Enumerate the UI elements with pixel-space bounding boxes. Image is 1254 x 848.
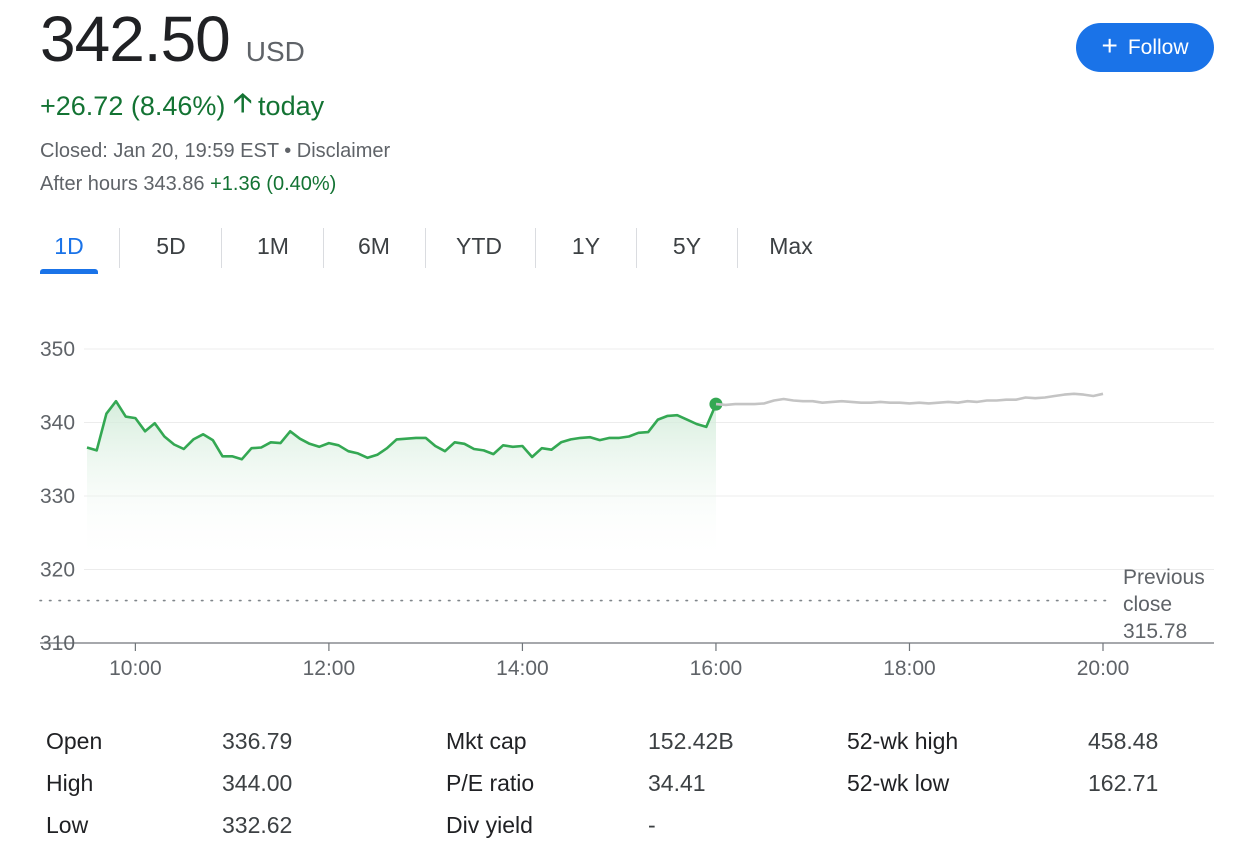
x-tick-label: 16:00	[690, 657, 743, 680]
stat-value: 152.42B	[648, 728, 734, 754]
tab-divider	[221, 228, 222, 268]
tab-5d[interactable]: 5D	[140, 224, 202, 268]
tab-label: 1Y	[571, 232, 601, 259]
last-close-point	[709, 397, 723, 411]
stat-label: Low	[46, 812, 89, 838]
stat-value: 332.62	[222, 812, 293, 838]
y-tick-label: 320	[40, 559, 75, 582]
change-period: today	[258, 90, 325, 121]
tab-divider	[323, 228, 324, 268]
y-tick-label: 340	[40, 412, 75, 435]
follow-button[interactable]: + Follow	[1076, 23, 1214, 72]
change-value: +26.72 (8.46%)	[40, 90, 226, 121]
chart-lines	[86, 392, 1104, 461]
stat-label: P/E ratio	[446, 770, 535, 796]
previous-close-label: Previous	[1123, 566, 1205, 589]
follow-label: Follow	[1127, 35, 1189, 59]
tab-label: 1D	[54, 232, 84, 259]
closed-text: Closed: Jan 20, 19:59 EST	[40, 140, 279, 162]
market-status: Closed: Jan 20, 19:59 EST • Disclaimer	[40, 140, 390, 163]
after-hours-info: After hours 343.86 +1.36 (0.40%)	[40, 173, 336, 196]
tab-1y[interactable]: 1Y	[555, 224, 617, 268]
tab-1d[interactable]: 1D	[40, 224, 98, 274]
x-tick-label: 20:00	[1077, 657, 1130, 680]
tab-divider	[737, 228, 738, 268]
x-tick-label: 18:00	[883, 657, 936, 680]
stat-label: 52-wk high	[847, 728, 959, 754]
after-hours-price: After hours 343.86	[40, 173, 205, 195]
y-tick-label: 350	[40, 338, 75, 361]
range-tabs: 1D 5D 1M 6M YTD 1Y 5Y Max	[40, 224, 813, 274]
tab-1m[interactable]: 1M	[242, 224, 304, 268]
stat-value: 34.41	[648, 770, 706, 796]
previous-close-label: close	[1123, 593, 1172, 616]
tab-label: 5D	[156, 232, 186, 259]
tab-label: 1M	[257, 232, 289, 259]
price-header: 342.50 USD	[40, 2, 305, 76]
stat-label: High	[46, 770, 94, 796]
stat-value: 458.48	[1088, 728, 1159, 754]
tab-divider	[119, 228, 120, 268]
tab-6m[interactable]: 6M	[343, 224, 405, 268]
tab-label: 5Y	[672, 232, 702, 259]
disclaimer-link[interactable]: Disclaimer	[296, 140, 391, 162]
stat-value: 336.79	[222, 728, 293, 754]
tab-label: 6M	[358, 232, 390, 259]
tab-divider	[535, 228, 536, 268]
stat-value: -	[648, 812, 656, 838]
regular-session-fill	[87, 401, 716, 563]
plus-icon: +	[1101, 30, 1118, 61]
currency-label: USD	[245, 36, 305, 67]
tab-label: YTD	[456, 232, 502, 259]
y-tick-label: 330	[40, 485, 75, 508]
after-hours-line	[715, 392, 1104, 407]
chart-area	[87, 401, 716, 563]
x-tick-label: 10:00	[109, 657, 162, 680]
daily-change: +26.72 (8.46%) 🡡 today	[40, 84, 324, 128]
arrow-up-icon: 🡡	[233, 87, 253, 117]
x-tick-label: 12:00	[303, 657, 356, 680]
tab-ytd[interactable]: YTD	[444, 224, 514, 268]
tab-divider	[425, 228, 426, 268]
previous-close-label: 315.78	[1123, 620, 1187, 643]
y-tick-label: 310	[40, 632, 75, 655]
separator-dot: •	[278, 140, 297, 162]
regular-session-line	[86, 399, 718, 461]
tab-label: Max	[769, 232, 813, 259]
current-price: 342.50	[40, 3, 231, 75]
chart-labels: 350 340 330 320 310 10:00 12:00 14:00 16:00 18:00…	[40, 338, 1205, 680]
stat-label: Mkt cap	[446, 728, 527, 754]
price-chart[interactable]: 350 340 330 320 310 10:00 12:00 14:00 16:00 18:00…	[0, 330, 1254, 690]
stat-label: Open	[46, 728, 103, 754]
stat-value: 344.00	[222, 770, 293, 796]
tab-5y[interactable]: 5Y	[656, 224, 718, 268]
stat-label: Div yield	[446, 812, 533, 838]
x-tick-label: 14:00	[496, 657, 549, 680]
tab-max[interactable]: Max	[757, 224, 825, 268]
stat-value: 162.71	[1088, 770, 1159, 796]
after-hours-change: +1.36 (0.40%)	[210, 173, 337, 195]
key-stats: Open 336.79 Mkt cap 152.42B 52-wk high 4…	[0, 720, 1254, 848]
stat-label: 52-wk low	[847, 770, 950, 796]
tab-divider	[636, 228, 637, 268]
